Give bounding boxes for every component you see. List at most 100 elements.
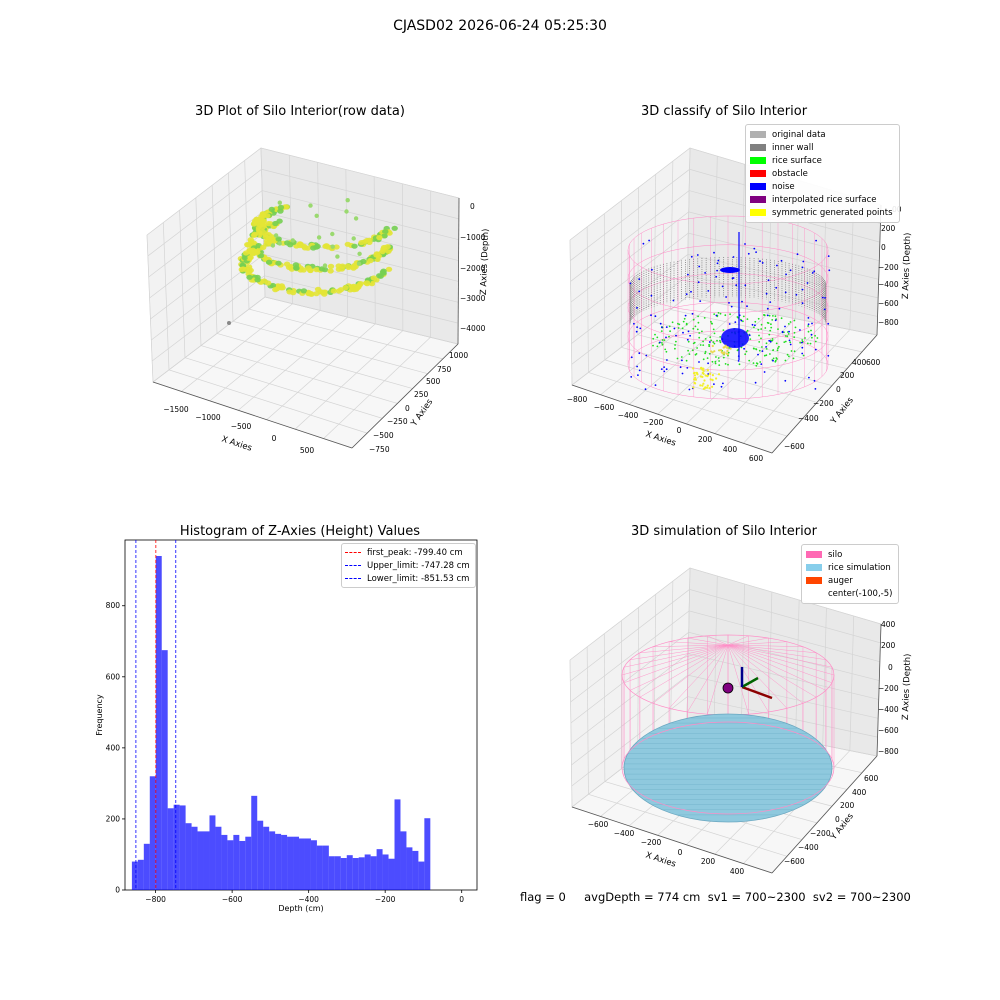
- noise-point: [644, 388, 647, 391]
- noise-point: [755, 251, 757, 254]
- data-point: [375, 253, 382, 259]
- data-point: [272, 287, 279, 293]
- rice-surface-point: [661, 339, 664, 341]
- rice-surface-point: [687, 349, 689, 352]
- rice-surface-point: [814, 340, 817, 343]
- panel4-y-tick: −400: [798, 843, 819, 852]
- panel1-x-tick: −1000: [195, 413, 221, 422]
- legend-swatch: [345, 565, 361, 566]
- histogram-bar: [203, 831, 210, 890]
- noise-point: [789, 343, 792, 346]
- noise-point: [685, 293, 688, 296]
- panel1-y-tick: 750: [437, 365, 452, 374]
- histogram-bar: [251, 795, 258, 890]
- legend-item: original data: [750, 128, 893, 141]
- rice-surface-point: [787, 323, 790, 325]
- noise-point: [801, 288, 804, 291]
- legend-item: interpolated rice surface: [750, 193, 893, 206]
- panel2-legend: original data inner wall rice surface ob…: [745, 124, 900, 223]
- rice-surface-point: [691, 349, 694, 352]
- grid-line: [228, 172, 234, 322]
- figure-title: CJASD02 2026-06-24 05:25:30: [393, 18, 607, 34]
- panel1-y-tick: −250: [387, 417, 408, 426]
- rice-surface-point: [745, 350, 748, 353]
- symmetric-point: [717, 373, 721, 376]
- silo-roof-strut: [653, 644, 729, 647]
- legend-swatch: [750, 209, 766, 216]
- data-point: [279, 285, 286, 291]
- rice-surface-point: [714, 360, 717, 363]
- rice-surface-point: [710, 320, 712, 323]
- noise-point: [815, 239, 817, 242]
- panel2-x-tick: −400: [618, 411, 639, 420]
- noise-point: [679, 366, 682, 369]
- panel2-3d-plot: −800 −600 −400 −200 0 200 400 600 X Axie…: [567, 147, 913, 463]
- panel2-title: 3D classify of Silo Interior: [640, 104, 808, 119]
- noise-point: [717, 259, 720, 262]
- rice-surface-point: [719, 339, 721, 342]
- noise-point: [824, 297, 826, 299]
- rice-surface-point: [697, 315, 699, 318]
- legend-label: obstacle: [772, 168, 808, 179]
- data-point: [350, 287, 358, 293]
- histogram-bar: [185, 823, 192, 890]
- noise-point: [687, 273, 689, 276]
- rice-surface-point: [757, 317, 760, 320]
- grid-line: [670, 581, 674, 731]
- rice-surface-point: [702, 358, 705, 361]
- panel1-title: 3D Plot of Silo Interior(row data): [195, 104, 405, 119]
- rice-surface-point: [652, 337, 655, 340]
- rice-surface-point: [727, 363, 729, 366]
- rice-surface-point: [709, 336, 712, 339]
- data-point: [382, 229, 389, 235]
- silo-roof-strut: [687, 644, 729, 713]
- rice-surface-point: [807, 330, 810, 333]
- legend-swatch: [750, 196, 766, 203]
- histogram-bar: [155, 555, 162, 890]
- noise-point: [688, 388, 691, 391]
- panel4-z-tick: −400: [878, 705, 899, 714]
- rice-surface-point: [704, 350, 707, 353]
- noise-point: [810, 333, 813, 336]
- noise-point: [807, 323, 810, 326]
- panel4-x-tick: 0: [678, 848, 683, 857]
- panel1-z-label: Z Axies (Depth): [479, 228, 491, 295]
- data-point: [314, 213, 319, 218]
- data-point: [266, 240, 273, 246]
- panel4-y-tick: 600: [864, 774, 879, 783]
- rice-surface-point: [693, 341, 696, 344]
- histogram-bar: [281, 834, 288, 890]
- grid-line: [569, 567, 882, 661]
- noise-point: [708, 341, 711, 343]
- rice-surface-point: [763, 314, 765, 316]
- histogram-bar: [328, 856, 335, 890]
- panel2-x-tick: 200: [698, 435, 713, 444]
- noise-point: [763, 371, 766, 373]
- rice-surface-point: [663, 339, 666, 341]
- noise-cluster: [721, 328, 749, 348]
- noise-point: [785, 273, 787, 276]
- panel4-z-tick: −200: [878, 684, 899, 693]
- data-point: [385, 248, 392, 254]
- data-point: [275, 260, 282, 266]
- rice-surface-point: [749, 338, 752, 340]
- histogram-bar: [406, 847, 413, 890]
- grid-line: [637, 607, 639, 757]
- histogram-bar: [412, 850, 419, 890]
- rice-surface-point: [760, 328, 763, 330]
- data-point: [379, 249, 386, 255]
- panel1-x-tick: −1500: [163, 405, 189, 414]
- symmetric-point: [721, 352, 724, 355]
- panel1-z-tick: −3000: [460, 294, 486, 303]
- y-tick-label: 800: [106, 601, 121, 610]
- histogram-bar: [400, 831, 407, 890]
- legend-label: silo: [828, 549, 843, 560]
- rice-surface-point: [792, 357, 795, 360]
- rice-surface-point: [712, 328, 715, 331]
- rice-surface-point: [766, 321, 769, 324]
- data-point: [248, 249, 255, 255]
- noise-point: [673, 327, 676, 330]
- rice-surface-point: [784, 359, 787, 362]
- silo-roof-strut: [727, 644, 833, 668]
- grid-line: [657, 313, 769, 415]
